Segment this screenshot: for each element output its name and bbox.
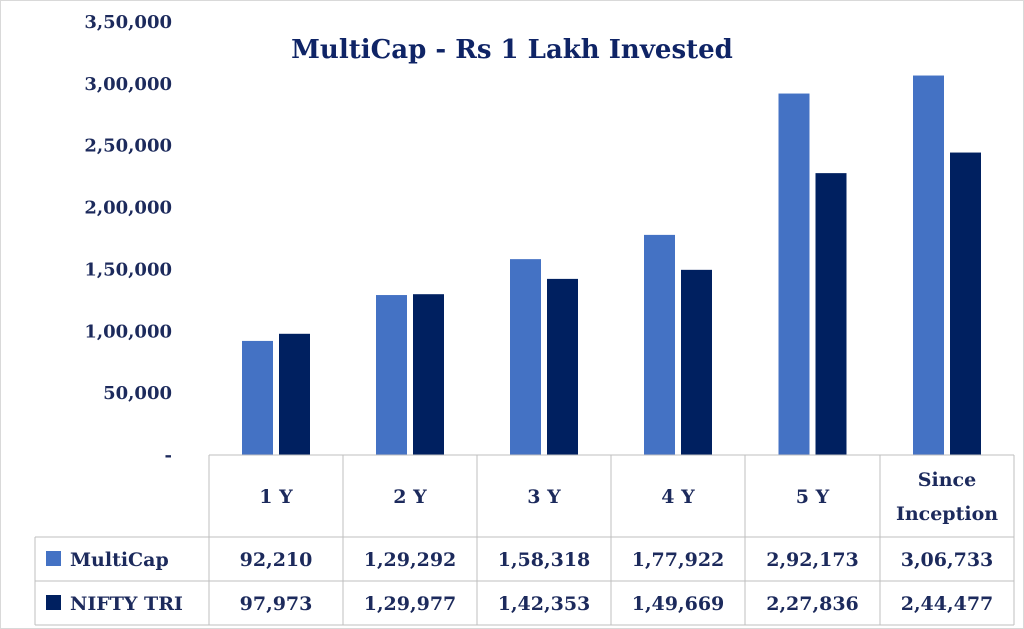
- y-tick-label: 1,50,000: [84, 259, 172, 280]
- bar-multicap-3: [644, 234, 675, 455]
- y-axis: - 50,000 1,00,000 1,50,000 2,00,000 2,50,000 3…: [84, 12, 172, 466]
- y-tick-label: 2,50,000: [84, 136, 172, 157]
- table-cell-value: 1,29,977: [364, 593, 457, 615]
- table-cell-value: 1,77,922: [632, 549, 725, 571]
- bar-multicap-0: [242, 340, 273, 455]
- legend-swatch: [46, 595, 61, 610]
- data-table: 1 Y 2 Y 3 Y 4 Y 5 Y Since Inception MultiCap 92,…: [34, 454, 1015, 626]
- chart-title: MultiCap - Rs 1 Lakh Invested: [291, 35, 733, 65]
- bar-nifty-tri-1: [413, 294, 444, 455]
- category-label: 1 Y: [259, 486, 293, 508]
- legend-swatch: [46, 551, 61, 566]
- table-cell-value: 2,27,836: [766, 593, 859, 615]
- bar-multicap-1: [376, 295, 407, 455]
- y-tick-label: 3,00,000: [84, 74, 172, 95]
- table-cell-value: 1,58,318: [498, 549, 591, 571]
- bar-nifty-tri-2: [547, 278, 578, 455]
- bar-nifty-tri-5: [950, 152, 981, 455]
- y-tick-label: 1,00,000: [84, 321, 172, 342]
- y-tick-label: -: [165, 445, 172, 466]
- y-tick-label: 3,50,000: [84, 12, 172, 33]
- bar-multicap-2: [510, 259, 541, 455]
- table-cell-value: 1,49,669: [632, 593, 725, 615]
- bar-nifty-tri-0: [279, 333, 310, 455]
- bar-multicap-5: [913, 75, 944, 455]
- y-tick-label: 50,000: [103, 383, 172, 404]
- table-cell-value: 97,973: [240, 593, 313, 615]
- category-label: 4 Y: [661, 486, 695, 508]
- legend-label: NIFTY TRI: [70, 593, 183, 615]
- category-label: 2 Y: [393, 486, 427, 508]
- table-cell-value: 2,92,173: [766, 549, 859, 571]
- category-label: Since Inception: [896, 469, 998, 525]
- bar-multicap-4: [778, 93, 810, 456]
- table-cell-value: 1,29,292: [364, 549, 457, 571]
- category-label: 5 Y: [796, 486, 830, 508]
- table-cell-value: 92,210: [240, 549, 313, 571]
- category-label: 3 Y: [527, 486, 561, 508]
- table-cell-value: 2,44,477: [901, 593, 994, 615]
- legend-label: MultiCap: [70, 549, 169, 571]
- y-tick-label: 2,00,000: [84, 198, 172, 219]
- bars: [242, 75, 981, 456]
- table-cell-value: 3,06,733: [901, 549, 994, 571]
- bar-nifty-tri-4: [815, 173, 847, 455]
- table-cell-value: 1,42,353: [498, 593, 591, 615]
- bar-nifty-tri-3: [681, 269, 712, 455]
